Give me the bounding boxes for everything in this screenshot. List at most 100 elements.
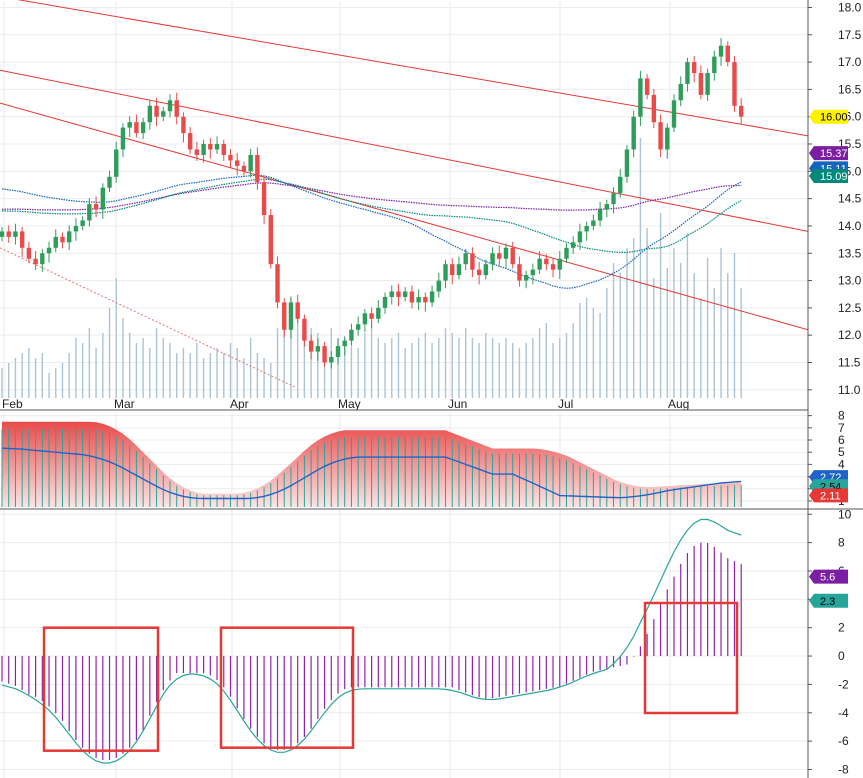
candle-body <box>288 302 294 330</box>
candle <box>208 138 213 159</box>
candle-body <box>154 105 159 117</box>
candle <box>342 336 347 356</box>
candle <box>349 323 354 346</box>
candle <box>80 216 85 231</box>
ind2-readout-1: 5.6 <box>809 569 848 584</box>
candle <box>611 187 616 214</box>
candle-body <box>295 302 300 319</box>
ind2-readout-1-text: 5.6 <box>820 572 835 584</box>
candle-body <box>335 346 341 358</box>
candle-body <box>342 340 347 347</box>
candle-body <box>376 307 381 319</box>
candle-body <box>255 154 260 183</box>
candle <box>725 41 730 67</box>
candle-body <box>450 264 455 276</box>
highlight-box-3 <box>643 601 739 715</box>
price-tick-label: 14.0 <box>838 219 862 233</box>
candle <box>550 258 556 278</box>
candle <box>416 289 421 311</box>
ind1-tick-label: 7 <box>838 421 845 435</box>
candle <box>739 98 744 125</box>
candle <box>691 56 697 83</box>
candle <box>60 232 65 249</box>
candle <box>638 70 643 126</box>
candle-body <box>33 258 38 265</box>
candle-body <box>644 78 650 95</box>
candle <box>194 141 200 161</box>
candle <box>295 294 300 324</box>
last-price-badge-shape <box>809 109 848 124</box>
candle-body <box>329 357 334 363</box>
month-axis: Feb Mar Apr May Jun Jul Aug <box>2 397 689 411</box>
volume-bars <box>1 138 742 398</box>
candle-body <box>114 149 119 177</box>
candle-body <box>597 209 603 221</box>
candle <box>100 183 105 219</box>
candle-body <box>355 324 361 330</box>
candle <box>665 123 670 159</box>
candle-body <box>13 231 18 237</box>
candle-body <box>685 62 690 84</box>
ind2-tick-label: 2 <box>838 621 845 635</box>
candle-body <box>584 225 589 232</box>
candle <box>120 123 126 158</box>
candle-body <box>322 346 327 363</box>
price-tick-label: 12.5 <box>838 301 862 315</box>
candle-body <box>362 313 368 325</box>
candle <box>530 263 536 285</box>
candle-body <box>416 296 421 303</box>
candle-body <box>53 236 58 248</box>
candle <box>282 298 287 338</box>
candle <box>718 38 724 66</box>
moving-averages <box>1 174 742 289</box>
candle-body <box>201 144 206 155</box>
candle-body <box>631 116 636 150</box>
candle <box>67 225 72 250</box>
candle <box>523 270 529 289</box>
candle-body <box>248 154 253 172</box>
indicator1-line <box>1 447 742 500</box>
candle <box>557 251 562 279</box>
candle-body <box>490 253 495 265</box>
candle-body <box>456 264 462 276</box>
candle-body <box>369 313 374 319</box>
ind2-tick-label: 0 <box>838 649 845 663</box>
candle-body <box>396 291 401 297</box>
candle-body <box>463 253 468 265</box>
candle-body <box>611 193 616 205</box>
ind1-readout-3-shape <box>809 488 848 503</box>
indicator2-signal-line <box>1 518 742 764</box>
candle <box>275 256 280 309</box>
candle-body <box>140 122 146 134</box>
candle-body <box>167 100 173 112</box>
indicator1-signal-line <box>1 447 742 500</box>
candle-body <box>6 231 11 237</box>
month-label-jun: Jun <box>448 397 467 411</box>
candle <box>228 148 233 169</box>
candle-body <box>732 62 737 106</box>
ind2-tick-label: -6 <box>838 734 849 748</box>
candle <box>490 247 495 271</box>
candle <box>476 261 482 285</box>
candle <box>463 248 468 271</box>
price-tick-label: 18.0 <box>838 0 862 14</box>
price-tick-label: 11.5 <box>838 355 861 369</box>
candle <box>644 74 650 100</box>
month-label-may: May <box>338 397 361 411</box>
candle <box>221 139 226 161</box>
candle-body <box>651 94 657 123</box>
ind2-tick-label: -8 <box>838 762 849 776</box>
candle-body <box>93 204 99 210</box>
ma-teal-badge: 15.09 <box>809 169 848 184</box>
candle <box>624 145 630 183</box>
candle <box>147 99 153 130</box>
ind1-tick-label: 8 <box>838 409 845 423</box>
candle-body <box>73 225 79 232</box>
candle-body <box>60 236 65 243</box>
candle-body <box>147 105 153 123</box>
candle-body <box>678 83 683 101</box>
candle <box>13 223 18 245</box>
candle <box>308 334 314 360</box>
